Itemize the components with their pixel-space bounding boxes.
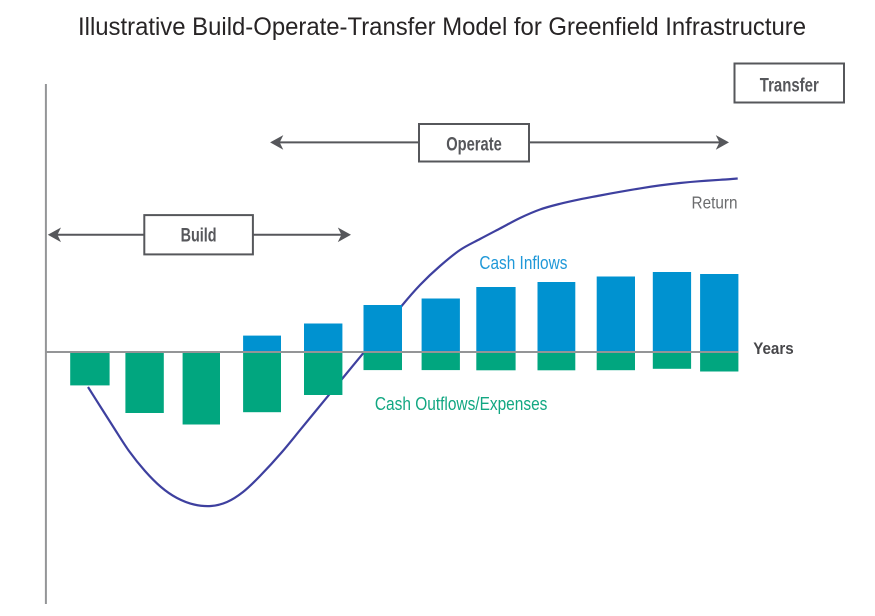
svg-text:Cash Inflows: Cash Inflows	[479, 252, 567, 273]
svg-text:Return: Return	[692, 193, 738, 213]
svg-text:Build: Build	[181, 225, 217, 247]
svg-text:Transfer: Transfer	[760, 74, 819, 96]
svg-text:Operate: Operate	[446, 133, 502, 155]
svg-text:Cash Outflows/Expenses: Cash Outflows/Expenses	[375, 393, 548, 414]
svg-text:Illustrative Build-Operate-Tra: Illustrative Build-Operate-Transfer Mode…	[78, 13, 806, 41]
svg-text:Years: Years	[753, 340, 794, 358]
